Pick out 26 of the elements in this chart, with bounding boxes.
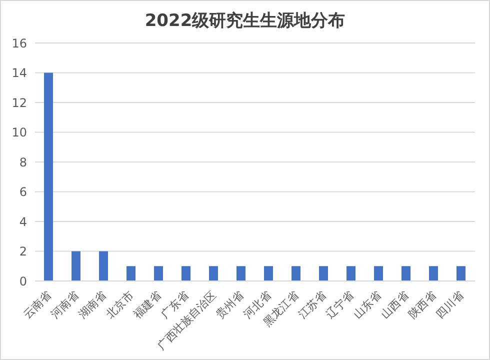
bar bbox=[402, 266, 410, 281]
bar bbox=[264, 266, 273, 281]
bar bbox=[182, 266, 190, 281]
y-tick-label: 14 bbox=[12, 66, 27, 80]
y-tick-label: 12 bbox=[12, 96, 27, 110]
y-tick-label: 2 bbox=[19, 244, 27, 259]
bar bbox=[44, 72, 53, 281]
bar bbox=[346, 266, 356, 281]
bar bbox=[154, 266, 163, 281]
bar bbox=[209, 266, 218, 281]
bar bbox=[236, 266, 246, 281]
y-tick-label: 4 bbox=[19, 214, 27, 229]
bar bbox=[319, 266, 328, 281]
bar bbox=[456, 266, 466, 281]
bar bbox=[429, 266, 438, 281]
y-tick-label: 8 bbox=[19, 155, 27, 170]
bar bbox=[72, 251, 80, 281]
y-tick-label: 6 bbox=[19, 185, 27, 200]
bar bbox=[292, 266, 300, 281]
y-tick-label: 16 bbox=[12, 36, 27, 50]
chart-title: 2022级研究生生源地分布 bbox=[144, 10, 346, 33]
y-tick-label: 0 bbox=[19, 274, 27, 288]
y-tick-label: 10 bbox=[12, 126, 27, 140]
bar bbox=[99, 251, 108, 281]
bar bbox=[374, 266, 383, 281]
bar bbox=[126, 266, 136, 281]
